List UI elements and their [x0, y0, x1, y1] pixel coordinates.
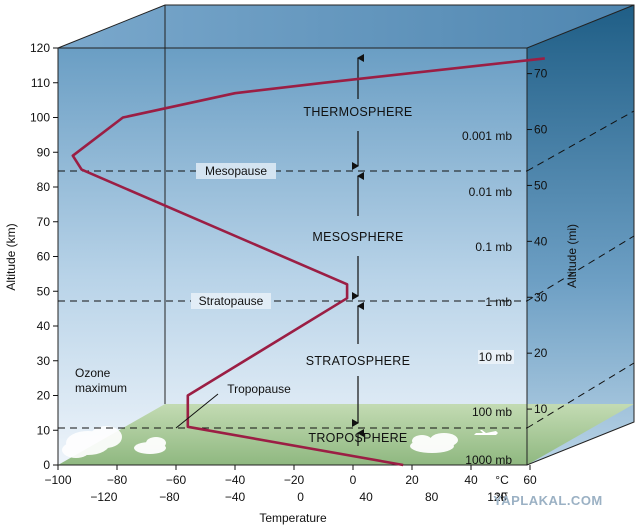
cube-right-face: [527, 5, 634, 465]
fahrenheit-tick-label: 40: [359, 490, 373, 504]
km-tick-label: 120: [30, 41, 50, 55]
temperature-title: Temperature: [259, 511, 327, 525]
pressure-label: 100 mb: [472, 405, 512, 419]
km-tick-label: 70: [37, 215, 51, 229]
cloud-right: [410, 433, 458, 453]
celsius-tick-label: −40: [225, 473, 246, 487]
label-stratosphere: STRATOSPHERE: [306, 354, 411, 368]
km-tick-label: 40: [37, 319, 51, 333]
mi-tick-label: 60: [534, 123, 548, 137]
fahrenheit-tick-label: −40: [225, 490, 246, 504]
temperature-fahrenheit-axis: −120 −80 −40 0 40 80 120: [90, 490, 507, 504]
km-tick-label: 110: [31, 76, 50, 90]
temperature-celsius-axis: −100 −80 −60 −40 −20 0 20 40 60: [44, 465, 537, 487]
cube-top-face: [58, 5, 634, 48]
fahrenheit-tick-label: 80: [425, 490, 439, 504]
cloud-middle: [134, 437, 166, 454]
boundary-lines: [58, 110, 635, 429]
pressure-label: 1 mb: [485, 295, 512, 309]
fahrenheit-tick-label: −120: [90, 490, 117, 504]
altitude-mi-axis: 10 20 30 40 50 60 70: [527, 67, 548, 416]
pressure-bg: [478, 350, 514, 364]
km-tick-label: 90: [37, 145, 51, 159]
km-tick-label: 10: [37, 423, 51, 437]
celsius-tick-label: −100: [44, 473, 71, 487]
pressure-label: 0.01 mb: [469, 185, 513, 199]
altitude-km-axis: 0 10 20 30 40 50 60 70 80 90 100 110 120: [30, 41, 58, 472]
celsius-tick-label: −20: [284, 473, 305, 487]
km-tick-label: 50: [37, 284, 51, 298]
mi-tick-label: 20: [534, 346, 548, 360]
fahrenheit-tick-label: −80: [159, 490, 180, 504]
label-stratopause: Stratopause: [199, 294, 264, 308]
fahrenheit-tick-label: 120: [487, 490, 507, 504]
pressure-labels: 0.001 mb 0.01 mb 0.1 mb 1 mb 10 mb 100 m…: [462, 129, 514, 467]
celsius-tick-label: 40: [464, 473, 478, 487]
ozone-line2: maximum: [75, 381, 127, 395]
mesopause-label-bg: [196, 163, 276, 179]
celsius-tick-label: 60: [523, 473, 537, 487]
label-mesopause: Mesopause: [205, 164, 267, 178]
km-tick-label: 80: [37, 180, 51, 194]
cloud-left: [62, 426, 122, 458]
mi-tick-label: 40: [534, 234, 548, 248]
celsius-unit: °C: [495, 473, 509, 487]
celsius-tick-label: 0: [350, 473, 357, 487]
km-tick-label: 20: [37, 389, 51, 403]
stratopause-label-bg: [191, 293, 271, 309]
label-mesosphere: MESOSPHERE: [312, 230, 403, 244]
km-tick-label: 30: [37, 354, 51, 368]
celsius-tick-label: 20: [405, 473, 419, 487]
airplane-icon: [474, 430, 498, 435]
label-troposphere: TROPOSPHERE: [308, 431, 407, 445]
pressure-label: 10 mb: [479, 350, 513, 364]
celsius-tick-label: −60: [166, 473, 187, 487]
label-tropopause: Tropopause: [227, 382, 291, 396]
label-thermosphere: THERMOSPHERE: [303, 105, 412, 119]
mi-tick-label: 50: [534, 178, 548, 192]
fahrenheit-tick-label: 0: [297, 490, 304, 504]
km-tick-label: 0: [43, 458, 50, 472]
fahrenheit-unit: °F: [496, 490, 508, 504]
ozone-line1: Ozone: [75, 366, 111, 380]
km-tick-label: 60: [37, 250, 51, 264]
ground-plane: [58, 404, 634, 465]
altitude-mi-title: Altitude (mi): [565, 224, 579, 288]
sky-front-face: [58, 48, 527, 465]
pressure-label: 1000 mb: [465, 453, 512, 467]
watermark: YAPLAKAL.COM: [493, 493, 603, 508]
temperature-profile-line: [71, 57, 545, 467]
mi-tick-label: 10: [534, 402, 548, 416]
pressure-label: 0.001 mb: [462, 129, 512, 143]
km-tick-label: 100: [30, 111, 50, 125]
tropopause-pointer: [175, 393, 219, 429]
celsius-tick-label: −80: [107, 473, 128, 487]
pressure-label: 0.1 mb: [475, 240, 512, 254]
altitude-km-title: Altitude (km): [4, 223, 18, 290]
mi-tick-label: 30: [534, 290, 548, 304]
mi-tick-label: 70: [534, 67, 548, 81]
